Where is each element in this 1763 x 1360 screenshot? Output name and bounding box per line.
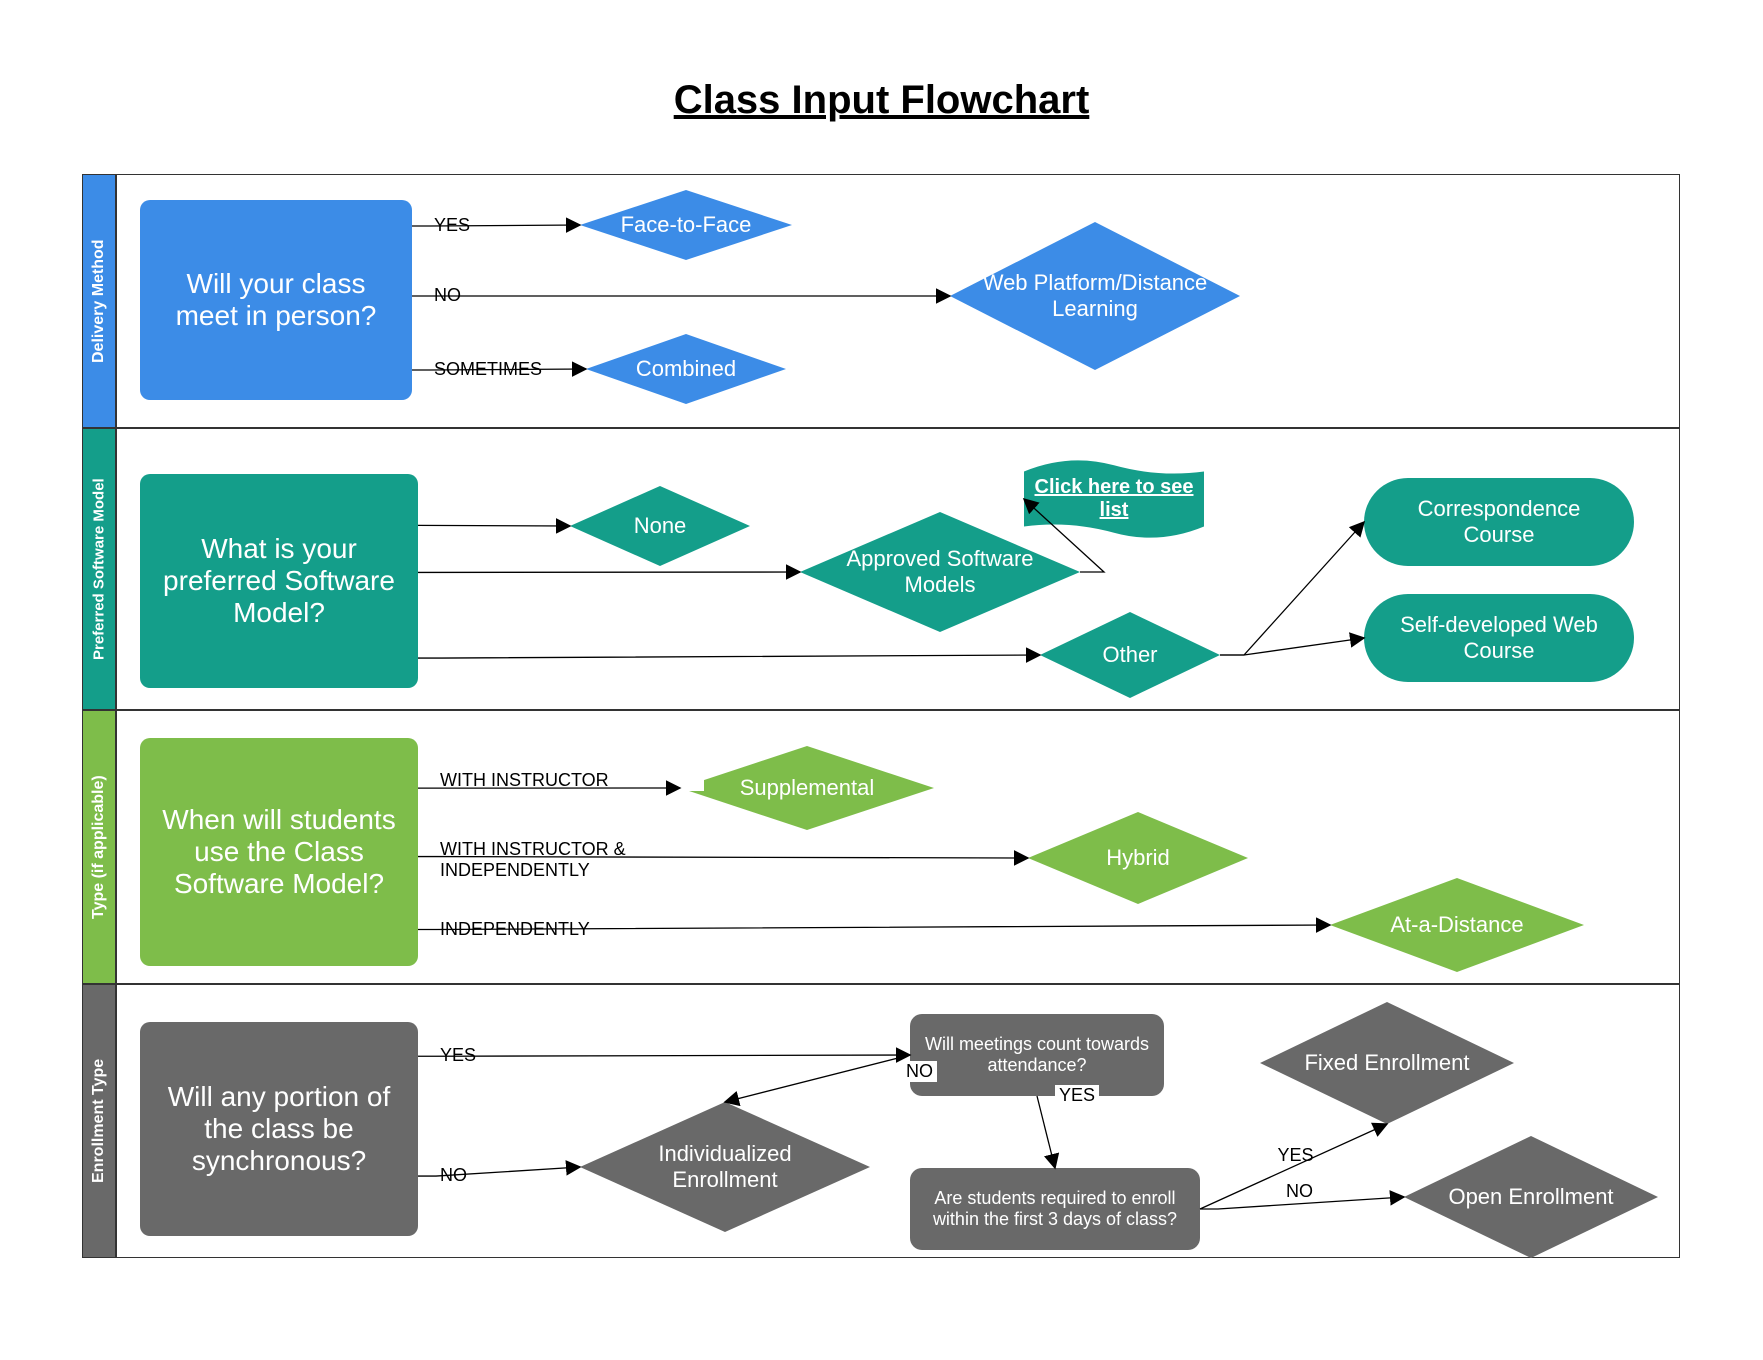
edge-label-12: YES xyxy=(436,1045,480,1066)
node-label-d_approved: Approved Software Models xyxy=(831,546,1049,598)
node-d_open: Open Enrollment xyxy=(1404,1136,1658,1258)
node-label-d_suppl: Supplemental xyxy=(740,775,875,801)
node-r_meetings: Will meetings count towards attendance? xyxy=(910,1014,1164,1096)
node-r_clicklist[interactable]: Click here to see list xyxy=(1024,456,1204,542)
edge-label-17: NO xyxy=(1282,1181,1317,1202)
node-label-d_distance: At-a-Distance xyxy=(1390,912,1523,938)
node-d_none: None xyxy=(570,486,750,566)
node-label-r_clicklist[interactable]: Click here to see list xyxy=(1033,476,1195,522)
node-label-d_web: Web Platform/Distance Learning xyxy=(982,270,1208,322)
swimlane-tab-type: Type (if applicable) xyxy=(82,710,116,984)
node-label-d_fixed: Fixed Enrollment xyxy=(1304,1050,1469,1076)
node-label-d_face: Face-to-Face xyxy=(621,212,752,238)
node-p_selfdev: Self-developed Web Course xyxy=(1364,594,1634,682)
node-label-d_other: Other xyxy=(1102,642,1157,668)
node-label-d_indiv: Individualized Enrollment xyxy=(612,1141,838,1193)
edge-label-13: NO xyxy=(436,1165,471,1186)
node-d_distance: At-a-Distance xyxy=(1330,878,1584,972)
node-q_enroll: Will any portion of the class be synchro… xyxy=(140,1022,418,1236)
swimlane-tab-software: Preferred Software Model xyxy=(82,428,116,710)
node-q_type: When will students use the Class Softwar… xyxy=(140,738,418,966)
node-p_corr: Correspondence Course xyxy=(1364,478,1634,566)
node-d_fixed: Fixed Enrollment xyxy=(1260,1002,1514,1124)
edge-label-9: WITH INSTRUCTOR xyxy=(436,770,704,791)
node-label-d_hybrid: Hybrid xyxy=(1106,845,1170,871)
edge-label-2: SOMETIMES xyxy=(430,359,546,380)
node-d_hybrid: Hybrid xyxy=(1028,812,1248,904)
swimlane-tab-enroll: Enrollment Type xyxy=(82,984,116,1258)
edge-label-14: NO xyxy=(902,1061,937,1082)
node-q_software: What is your preferred Software Model? xyxy=(140,474,418,688)
node-d_suppl: Supplemental xyxy=(680,746,934,830)
page-title: Class Input Flowchart xyxy=(0,78,1763,123)
node-d_other: Other xyxy=(1040,612,1220,698)
node-label-d_open: Open Enrollment xyxy=(1448,1184,1613,1210)
edge-label-15: YES xyxy=(1055,1085,1099,1106)
node-label-d_combined: Combined xyxy=(636,356,736,382)
node-label-d_none: None xyxy=(634,513,687,539)
swimlane-tab-delivery: Delivery Method xyxy=(82,174,116,428)
edge-label-1: NO xyxy=(430,285,465,306)
node-d_combined: Combined xyxy=(586,334,786,404)
edge-label-0: YES xyxy=(430,215,474,236)
node-r_enroll3: Are students required to enroll within t… xyxy=(910,1168,1200,1250)
edge-label-11: INDEPENDENTLY xyxy=(436,919,594,940)
node-d_face: Face-to-Face xyxy=(580,190,792,260)
edge-label-10: WITH INSTRUCTOR & INDEPENDENTLY xyxy=(436,839,704,881)
node-d_indiv: Individualized Enrollment xyxy=(580,1102,870,1232)
node-q_delivery: Will your class meet in person? xyxy=(140,200,412,400)
edge-label-16: YES xyxy=(1274,1145,1318,1166)
node-d_web: Web Platform/Distance Learning xyxy=(950,222,1240,370)
